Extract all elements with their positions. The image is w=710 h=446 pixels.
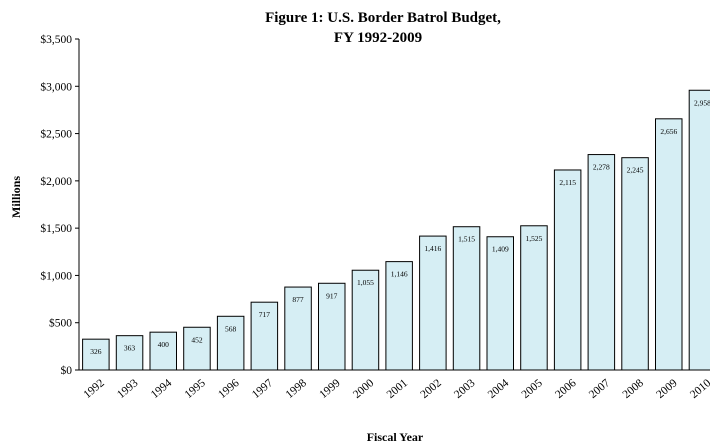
bar-value-label: 2,656 xyxy=(660,127,677,136)
bar-value-label: 1,409 xyxy=(492,245,509,254)
x-tick-label: 2002 xyxy=(418,377,444,401)
x-tick-label: 1997 xyxy=(250,377,276,401)
bar xyxy=(250,301,279,371)
bar-value-label: 400 xyxy=(158,340,170,349)
bar xyxy=(351,269,380,371)
x-tick-label: 1994 xyxy=(149,377,175,401)
x-tick-label: 2006 xyxy=(553,377,579,401)
y-tick-label: $3,000 xyxy=(40,80,72,93)
y-tick-label: $2,000 xyxy=(40,175,72,188)
x-axis-label: Fiscal Year xyxy=(367,430,424,444)
bar-value-label: 2,245 xyxy=(627,166,644,175)
y-axis-label: Millions xyxy=(9,176,23,218)
plot-area: $0 $500 $1,000 $1,500 $2,000 $2,500 $3,000 $3,5… xyxy=(40,33,710,401)
bar-value-label: 2,278 xyxy=(593,163,610,172)
y-tick-label: $1,000 xyxy=(40,269,72,282)
bar xyxy=(149,331,177,371)
bar xyxy=(655,118,683,371)
bar xyxy=(520,225,548,371)
bar xyxy=(284,286,312,371)
bar xyxy=(553,169,582,371)
x-tick-label: 2009 xyxy=(654,377,680,401)
bar-value-label: 1,055 xyxy=(357,278,374,287)
bar-value-label: 363 xyxy=(124,344,136,353)
x-tick-label: 2004 xyxy=(486,377,512,401)
bar-value-label: 1,416 xyxy=(424,244,441,253)
chart-title: Figure 1: U.S. Border Batrol Budget, xyxy=(265,10,501,26)
bar-value-label: 1,146 xyxy=(391,270,408,279)
y-tick-label: $3,500 xyxy=(40,33,72,46)
bar-value-label: 717 xyxy=(259,310,271,319)
bar xyxy=(486,236,514,371)
bar xyxy=(587,154,616,371)
bar-value-label: 452 xyxy=(191,335,203,344)
bar-value-label: 326 xyxy=(90,347,102,356)
y-tick-label: $2,500 xyxy=(40,128,72,141)
x-tick-label: 1995 xyxy=(183,377,209,401)
y-tick-label: $0 xyxy=(61,364,73,377)
bar xyxy=(183,326,211,371)
bar-value-label: 568 xyxy=(225,324,237,333)
bar xyxy=(452,226,481,371)
bar-value-label: 2,958 xyxy=(694,98,710,107)
bar-value-label: 1,515 xyxy=(458,235,475,244)
x-tick-label: 2001 xyxy=(385,377,411,401)
x-tick-label: 2008 xyxy=(621,377,647,401)
bar xyxy=(385,261,413,371)
bar xyxy=(688,89,710,371)
x-tick-label: 2000 xyxy=(351,377,377,401)
y-tick-label: $500 xyxy=(49,317,72,330)
bar xyxy=(115,335,144,371)
x-tick-label: 1996 xyxy=(216,377,242,401)
x-tick-label: 1992 xyxy=(81,377,107,401)
x-tick-label: 2007 xyxy=(587,377,613,401)
x-tick-label: 1993 xyxy=(115,377,141,401)
bar xyxy=(318,282,346,371)
bar-value-label: 917 xyxy=(326,291,338,300)
bar-value-label: 2,115 xyxy=(559,178,576,187)
y-tick-label: $1,500 xyxy=(40,222,72,235)
x-tick-label: 2005 xyxy=(520,377,546,401)
x-tick-label: 1999 xyxy=(317,377,343,401)
chart-subtitle: FY 1992-2009 xyxy=(334,30,422,46)
bar xyxy=(82,338,110,371)
x-tick-label: 2010 xyxy=(688,377,710,401)
x-tick-label: 1998 xyxy=(284,377,310,401)
bar-value-label: 1,525 xyxy=(526,234,543,243)
x-tick-label: 2003 xyxy=(452,377,478,401)
bar xyxy=(419,235,447,371)
bar-value-label: 877 xyxy=(292,295,304,304)
bar xyxy=(621,157,649,371)
